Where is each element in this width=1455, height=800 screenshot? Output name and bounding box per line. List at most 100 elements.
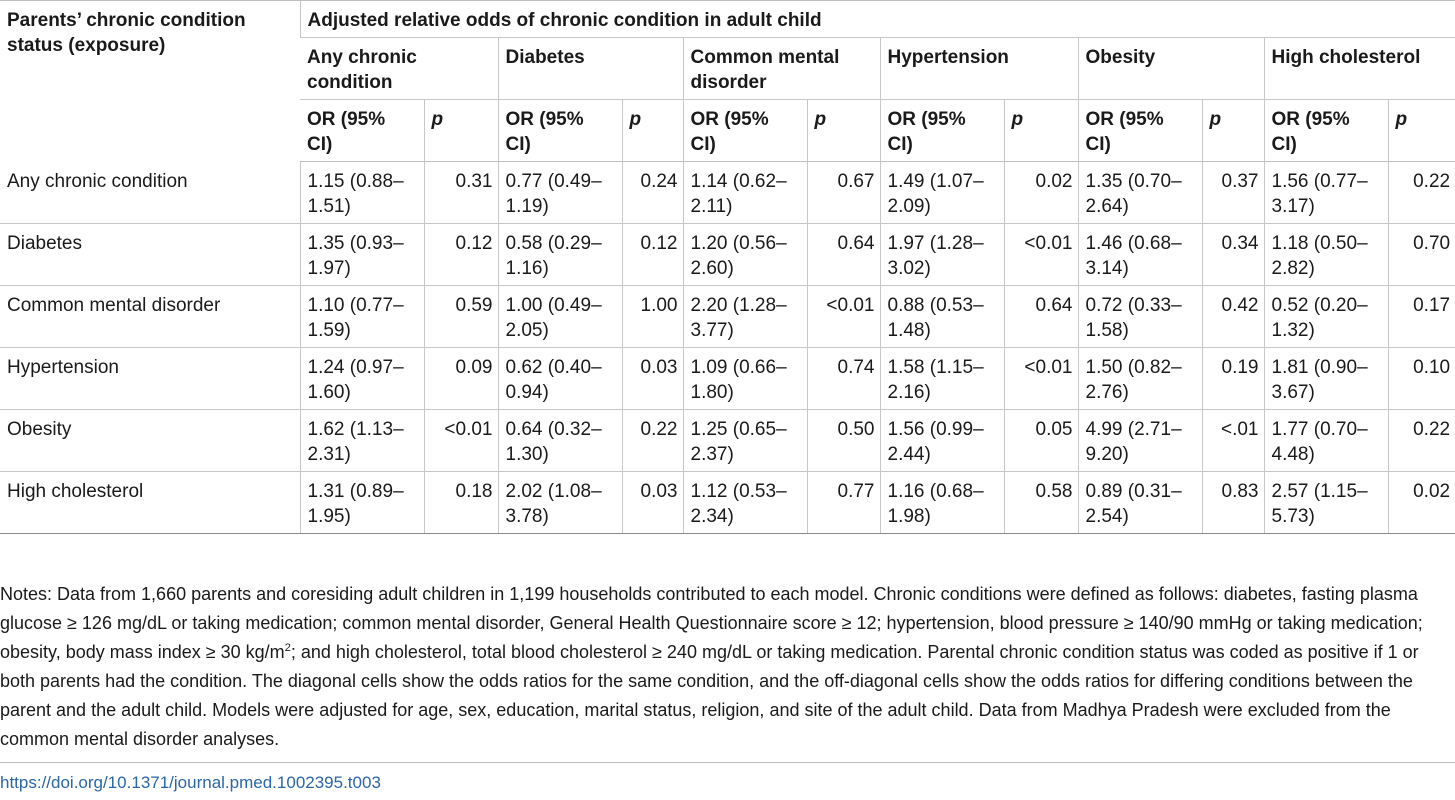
or-cell: 0.64 (0.32–1.30) <box>497 409 622 472</box>
row-label: Common mental disorder <box>0 285 300 348</box>
or-cell: 0.52 (0.20–1.32) <box>1263 285 1388 348</box>
or-cell: 1.62 (1.13–2.31) <box>299 409 424 472</box>
row-label: Any chronic condition <box>0 161 300 224</box>
or-cell: 1.09 (0.66–1.80) <box>682 347 807 410</box>
p-column-header: p <box>423 99 498 162</box>
p-value-cell: 0.74 <box>806 347 880 410</box>
table-row: Common mental disorder 1.10 (0.77–1.59) 0.… <box>0 285 1455 348</box>
p-value-cell: 0.12 <box>423 223 498 286</box>
or-cell: 1.35 (0.70–2.64) <box>1077 161 1202 224</box>
or-cell: 1.24 (0.97–1.60) <box>299 347 424 410</box>
outcome-header-cholesterol: High cholesterol <box>1263 37 1455 100</box>
p-value-cell: 0.34 <box>1201 223 1264 286</box>
subheader-row: OR (95% CI) p OR (95% CI) p OR (95% CI) p OR (… <box>0 99 1455 162</box>
p-value-cell: 0.31 <box>423 161 498 224</box>
or-cell: 1.56 (0.99–2.44) <box>879 409 1004 472</box>
p-value-cell: 0.24 <box>621 161 683 224</box>
p-value-cell: <0.01 <box>1003 223 1078 286</box>
or-cell: 1.00 (0.49–2.05) <box>497 285 622 348</box>
or-cell: 2.02 (1.08–3.78) <box>497 471 622 534</box>
p-value-cell: 0.17 <box>1387 285 1455 348</box>
p-value-cell: 0.64 <box>1003 285 1078 348</box>
p-value-cell: 0.22 <box>1387 409 1455 472</box>
or-cell: 1.81 (0.90–3.67) <box>1263 347 1388 410</box>
p-value-cell: <.01 <box>1201 409 1264 472</box>
p-value-cell: <0.01 <box>806 285 880 348</box>
or-cell: 1.58 (1.15–2.16) <box>879 347 1004 410</box>
or-cell: 0.77 (0.49–1.19) <box>497 161 622 224</box>
or-cell: 1.25 (0.65–2.37) <box>682 409 807 472</box>
p-value-cell: 0.50 <box>806 409 880 472</box>
table-row: Diabetes 1.35 (0.93–1.97) 0.12 0.58 (0.29–1… <box>0 223 1455 286</box>
notes-text-continued: ; and high cholesterol, total blood chol… <box>0 642 1419 749</box>
doi-link[interactable]: https://doi.org/10.1371/journal.pmed.100… <box>0 773 381 792</box>
row-label: Obesity <box>0 409 300 472</box>
or-column-header: OR (95% CI) <box>682 99 807 162</box>
p-column-header: p <box>621 99 683 162</box>
p-value-cell: 0.09 <box>423 347 498 410</box>
p-value-cell: 1.00 <box>621 285 683 348</box>
p-column-header: p <box>1201 99 1264 162</box>
p-value-cell: 0.42 <box>1201 285 1264 348</box>
p-value-cell: 0.22 <box>621 409 683 472</box>
p-value-cell: 0.58 <box>1003 471 1078 534</box>
p-value-cell: 0.77 <box>806 471 880 534</box>
p-value-cell: 0.19 <box>1201 347 1264 410</box>
or-cell: 0.88 (0.53–1.48) <box>879 285 1004 348</box>
or-cell: 1.18 (0.50–2.82) <box>1263 223 1388 286</box>
p-value-cell: <0.01 <box>423 409 498 472</box>
outcome-header-mental: Common mental disorder <box>682 37 880 100</box>
p-value-cell: 0.02 <box>1003 161 1078 224</box>
notes-superscript: 2 <box>284 642 291 654</box>
or-cell: 1.16 (0.68–1.98) <box>879 471 1004 534</box>
outcome-header-hypertension: Hypertension <box>879 37 1078 100</box>
or-cell: 0.62 (0.40–0.94) <box>497 347 622 410</box>
p-column-header: p <box>1387 99 1455 162</box>
or-column-header: OR (95% CI) <box>879 99 1004 162</box>
p-value-cell: 0.37 <box>1201 161 1264 224</box>
odds-ratio-table: Parents’ chronic condition status (expos… <box>0 0 1455 534</box>
or-cell: 1.20 (0.56–2.60) <box>682 223 807 286</box>
or-cell: 1.77 (0.70–4.48) <box>1263 409 1388 472</box>
or-cell: 2.57 (1.15–5.73) <box>1263 471 1388 534</box>
table-row: Hypertension 1.24 (0.97–1.60) 0.09 0.62 (0.… <box>0 347 1455 410</box>
p-value-cell: 0.03 <box>621 471 683 534</box>
or-cell: 0.72 (0.33–1.58) <box>1077 285 1202 348</box>
table-row: Any chronic condition 1.15 (0.88–1.51) 0.3… <box>0 161 1455 224</box>
or-cell: 0.58 (0.29–1.16) <box>497 223 622 286</box>
or-cell: 1.14 (0.62–2.11) <box>682 161 807 224</box>
or-column-header: OR (95% CI) <box>1263 99 1388 162</box>
p-column-header: p <box>1003 99 1078 162</box>
p-value-cell: 0.67 <box>806 161 880 224</box>
or-cell: 1.35 (0.93–1.97) <box>299 223 424 286</box>
outcome-header-obesity: Obesity <box>1077 37 1264 100</box>
or-column-header: OR (95% CI) <box>497 99 622 162</box>
outcome-header-any: Any chronic condition <box>300 37 498 100</box>
p-value-cell: 0.18 <box>423 471 498 534</box>
or-cell: 1.12 (0.53–2.34) <box>682 471 807 534</box>
or-cell: 0.89 (0.31–2.54) <box>1077 471 1202 534</box>
p-value-cell: 0.12 <box>621 223 683 286</box>
p-value-cell: 0.03 <box>621 347 683 410</box>
outcome-header: Adjusted relative odds of chronic condit… <box>299 0 1455 38</box>
p-value-cell: 0.83 <box>1201 471 1264 534</box>
or-cell: 1.50 (0.82–2.76) <box>1077 347 1202 410</box>
p-column-header: p <box>806 99 880 162</box>
outcome-header-diabetes: Diabetes <box>497 37 683 100</box>
notes-text: Notes: Data from 1,660 parents and cores… <box>0 584 1423 662</box>
p-value-cell: 0.70 <box>1387 223 1455 286</box>
row-label: Hypertension <box>0 347 300 410</box>
exposure-header: Parents’ chronic condition status (expos… <box>0 0 300 162</box>
p-value-cell: 0.22 <box>1387 161 1455 224</box>
or-cell: 1.56 (0.77–3.17) <box>1263 161 1388 224</box>
row-label: High cholesterol <box>0 471 300 534</box>
or-cell: 1.31 (0.89–1.95) <box>299 471 424 534</box>
or-cell: 1.46 (0.68–3.14) <box>1077 223 1202 286</box>
p-value-cell: 0.10 <box>1387 347 1455 410</box>
or-column-header: OR (95% CI) <box>1077 99 1202 162</box>
or-cell: 1.15 (0.88–1.51) <box>299 161 424 224</box>
p-value-cell: 0.02 <box>1387 471 1455 534</box>
or-cell: 4.99 (2.71–9.20) <box>1077 409 1202 472</box>
table-row: Obesity 1.62 (1.13–2.31) <0.01 0.64 (0.32–1… <box>0 409 1455 472</box>
or-cell: 2.20 (1.28–3.77) <box>682 285 807 348</box>
